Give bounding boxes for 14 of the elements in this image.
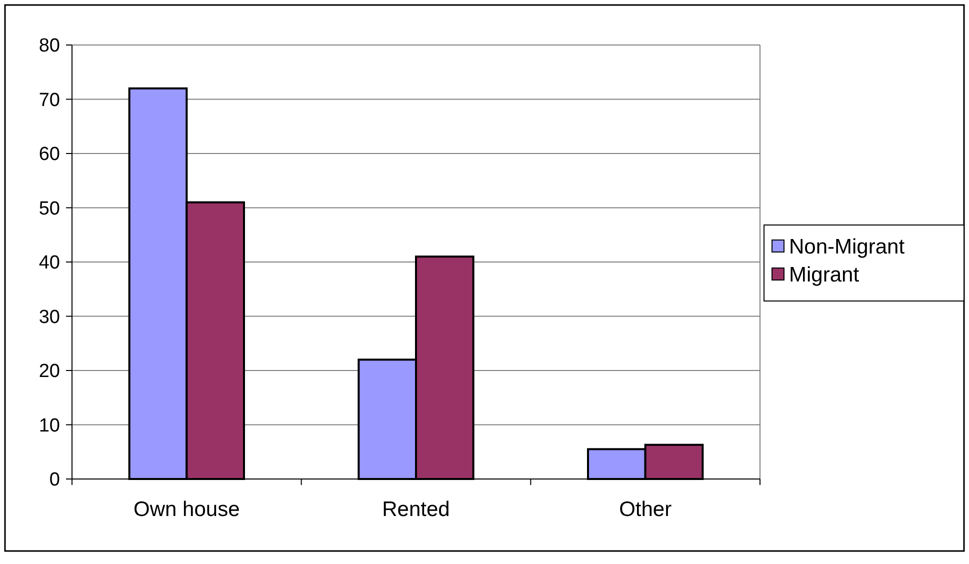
- y-tick-label: 30: [38, 306, 60, 328]
- y-tick-label: 80: [38, 36, 60, 57]
- y-tick-label: 0: [49, 470, 60, 491]
- legend-label: Non-Migrant: [789, 235, 905, 258]
- y-tick-label: 60: [38, 144, 60, 166]
- x-tick-label: Own house: [134, 498, 240, 521]
- y-tick-label: 10: [38, 415, 60, 436]
- y-tick-label: 70: [38, 90, 60, 111]
- legend-label: Migrant: [789, 263, 860, 286]
- y-tick-label: 50: [38, 198, 60, 220]
- y-tick-label: 20: [38, 361, 60, 382]
- y-tick-label: 40: [38, 252, 60, 274]
- x-tick-label: Other: [619, 498, 672, 521]
- x-tick-label: Rented: [382, 498, 450, 521]
